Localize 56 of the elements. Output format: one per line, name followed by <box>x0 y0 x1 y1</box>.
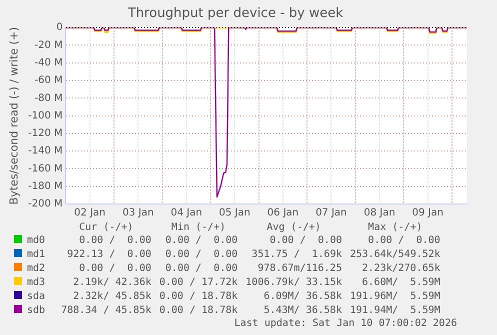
x-tick-label: 06 Jan <box>267 208 299 219</box>
legend-label: sda <box>26 290 46 304</box>
x-tick-label: 07 Jan <box>316 208 347 219</box>
chart-title: Throughput per device - by week <box>126 6 344 22</box>
y-tick-label: -40 M <box>34 57 63 68</box>
text: 253.64k/549.52k <box>348 248 442 262</box>
legend-label: md3 <box>26 276 46 290</box>
x-tick-label: 04 Jan <box>170 208 202 219</box>
text: 0.00 / 0.00 <box>78 262 152 276</box>
y-axis-title: Bytes/second read (-) / write (+) <box>7 26 20 205</box>
text: 0.00 / 17.72k <box>158 276 239 290</box>
text: 0.00 / 0.00 <box>367 234 442 248</box>
text: 0.00 / 0.00 <box>78 234 152 248</box>
legend-label: md2 <box>26 262 46 276</box>
y-tick-label: -60 M <box>34 75 63 86</box>
y-tick-label: -100 M <box>28 110 63 122</box>
y-tick-label: -80 M <box>34 92 63 104</box>
text: 0.00 / 18.78k <box>158 290 239 304</box>
legend-label: md0 <box>26 234 46 248</box>
x-tick-label: 05 Jan <box>219 208 250 219</box>
text: Max (-/+) <box>367 222 424 234</box>
x-tick-label: 03 Jan <box>122 208 154 219</box>
text: 2.23k/270.65k <box>361 262 442 276</box>
y-tick-label: 0 <box>56 22 63 34</box>
text: Cur (-/+) <box>78 222 134 234</box>
text: 351.75 / 1.69k <box>250 248 343 262</box>
y-tick-label: -200 M <box>28 198 63 210</box>
y-tick-label: -160 M <box>28 163 63 174</box>
text: 0.00 / 0.00 <box>268 234 343 248</box>
text: Min (-/+) <box>170 222 227 234</box>
text: 922.13 / 0.00 <box>66 248 152 262</box>
text: Last update: Sat Jan 10 07:00:02 2026 <box>233 318 458 330</box>
text: 191.94M/ 5.59M <box>348 304 442 318</box>
text: 6.09M/ 36.58k <box>262 290 343 304</box>
x-tick-label: 09 Jan <box>412 208 444 219</box>
text: 0.00 / 18.78k <box>158 304 239 318</box>
y-tick-label: -20 M <box>34 40 63 51</box>
legend-label: md1 <box>26 248 46 262</box>
text: 6.60M/ 5.59M <box>361 276 442 290</box>
text: 0.00 / 0.00 <box>164 262 239 276</box>
y-tick-label: -140 M <box>28 146 63 157</box>
text: 2.32k/ 45.85k <box>72 290 152 304</box>
text: 191.96M/ 5.59M <box>348 290 442 304</box>
text: 2.19k/ 42.36k <box>72 276 152 290</box>
text: 5.43M/ 36.58k <box>262 304 343 318</box>
x-tick-label: 08 Jan <box>364 208 396 219</box>
y-tick-label: -120 M <box>28 128 63 140</box>
legend-label: sdb <box>26 304 46 318</box>
text: 978.67m/116.25 <box>256 262 343 276</box>
x-tick-label: 02 Jan <box>74 208 106 219</box>
text: 0.00 / 0.00 <box>164 234 239 248</box>
text: Avg (-/+) <box>266 222 322 234</box>
text: 0.00 / 0.00 <box>164 248 239 262</box>
y-tick-label: -180 M <box>28 180 63 192</box>
text: 788.34 / 45.85k <box>60 304 152 318</box>
text: 1006.79k/ 33.15k <box>244 276 343 290</box>
